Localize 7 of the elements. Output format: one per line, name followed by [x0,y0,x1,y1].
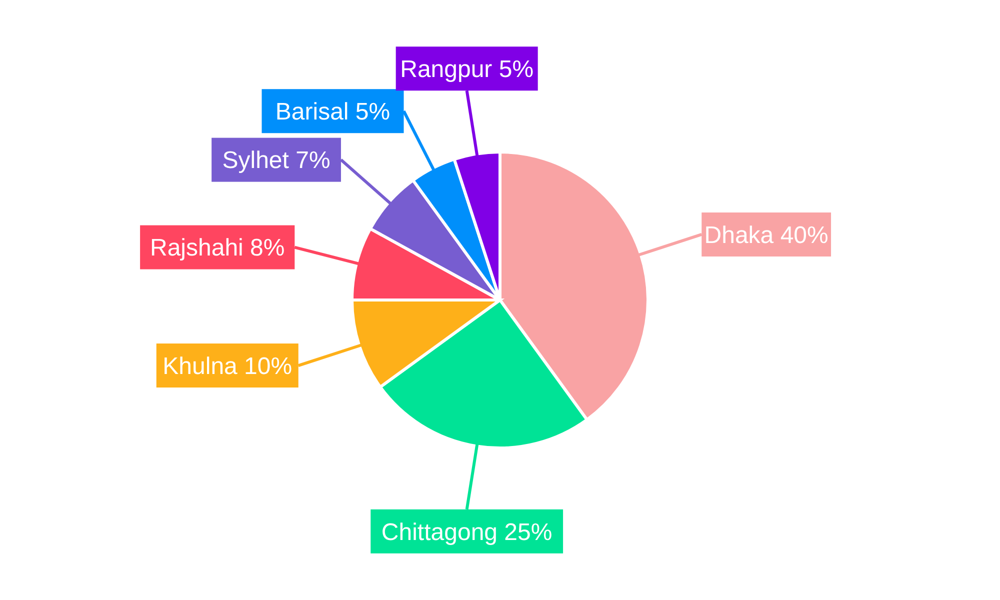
slice-label: Dhaka 40% [704,222,828,249]
slice-label: Sylhet 7% [222,147,330,174]
slice-label: Khulna 10% [162,352,292,380]
slice-label: Rangpur 5% [400,56,534,84]
slice-label: Rajshahi 8% [150,234,285,262]
slice-label: Chittagong 25% [381,518,552,546]
slice-label: Barisal 5% [275,98,390,126]
